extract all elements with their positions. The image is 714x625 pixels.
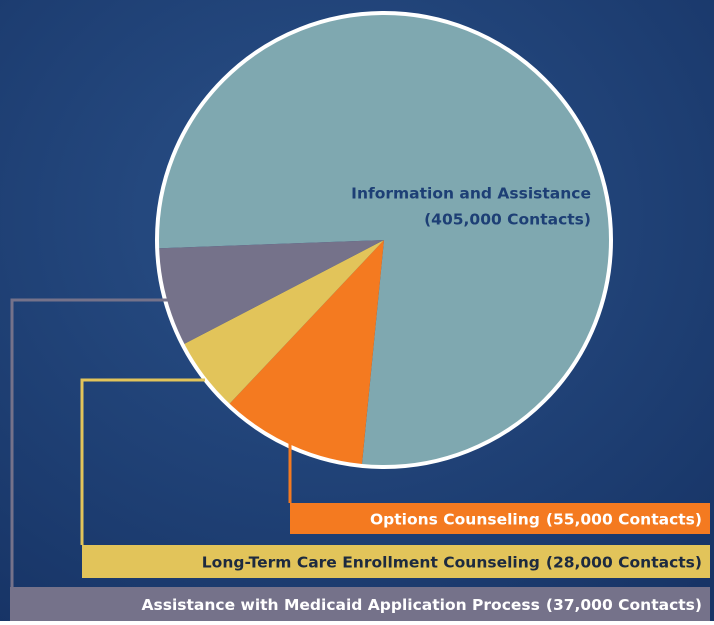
page: Information and Assistance (405,000 Conta…: [0, 0, 714, 621]
slice-label: Assistance with Medicaid Application Pro…: [142, 596, 702, 614]
slice-label: Long-Term Care Enrollment Counseling (28,…: [202, 553, 702, 571]
slice-name: Options Counseling: [370, 510, 540, 528]
slice-label: Options Counseling (55,000 Contacts): [370, 510, 702, 528]
slice-value-label: (37,000 Contacts): [546, 596, 702, 614]
slice-name: Assistance with Medicaid Application Pro…: [142, 596, 540, 614]
slice-name: Long-Term Care Enrollment Counseling: [202, 553, 540, 571]
slice-value-label: (55,000 Contacts): [546, 510, 702, 528]
slice-value-label: (28,000 Contacts): [546, 553, 702, 571]
slice-label: Information and Assistance: [351, 185, 591, 203]
slice-value-label: (405,000 Contacts): [424, 211, 591, 229]
chart: Information and Assistance (405,000 Conta…: [0, 0, 714, 621]
